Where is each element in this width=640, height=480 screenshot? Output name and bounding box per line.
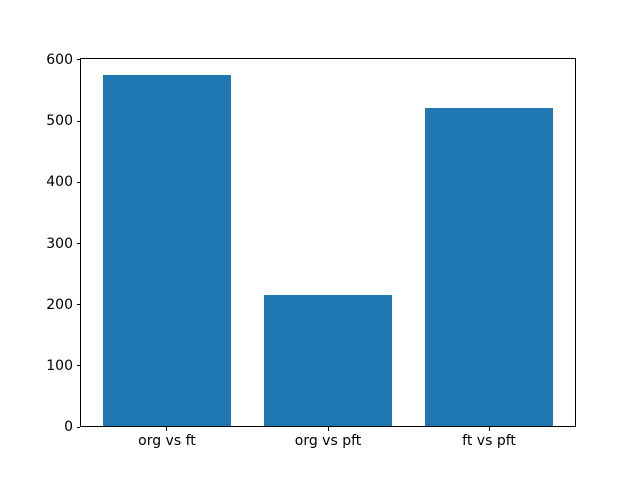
y-tick <box>76 181 80 183</box>
y-tick-label: 100 <box>46 357 73 374</box>
y-tick <box>76 426 80 428</box>
x-tick <box>327 427 329 431</box>
y-tick <box>76 59 80 61</box>
y-tick-label: 600 <box>46 51 73 68</box>
y-tick-label: 300 <box>46 235 73 252</box>
x-tick <box>166 427 168 431</box>
bar <box>263 294 393 428</box>
bar <box>102 75 232 428</box>
y-tick-label: 0 <box>64 419 73 436</box>
x-tick <box>488 427 490 431</box>
y-tick-label: 400 <box>46 174 73 191</box>
plot-area <box>80 58 576 428</box>
y-tick-label: 500 <box>46 113 73 130</box>
bar <box>424 107 554 428</box>
x-axis-category-label: org vs pft <box>294 433 362 450</box>
x-axis-category-label: org vs ft <box>138 433 196 450</box>
y-tick <box>76 304 80 306</box>
y-tick-label: 200 <box>46 296 73 313</box>
x-axis-category-label: ft vs pft <box>462 433 516 450</box>
y-tick <box>76 243 80 245</box>
y-tick <box>76 120 80 122</box>
y-tick <box>76 365 80 367</box>
